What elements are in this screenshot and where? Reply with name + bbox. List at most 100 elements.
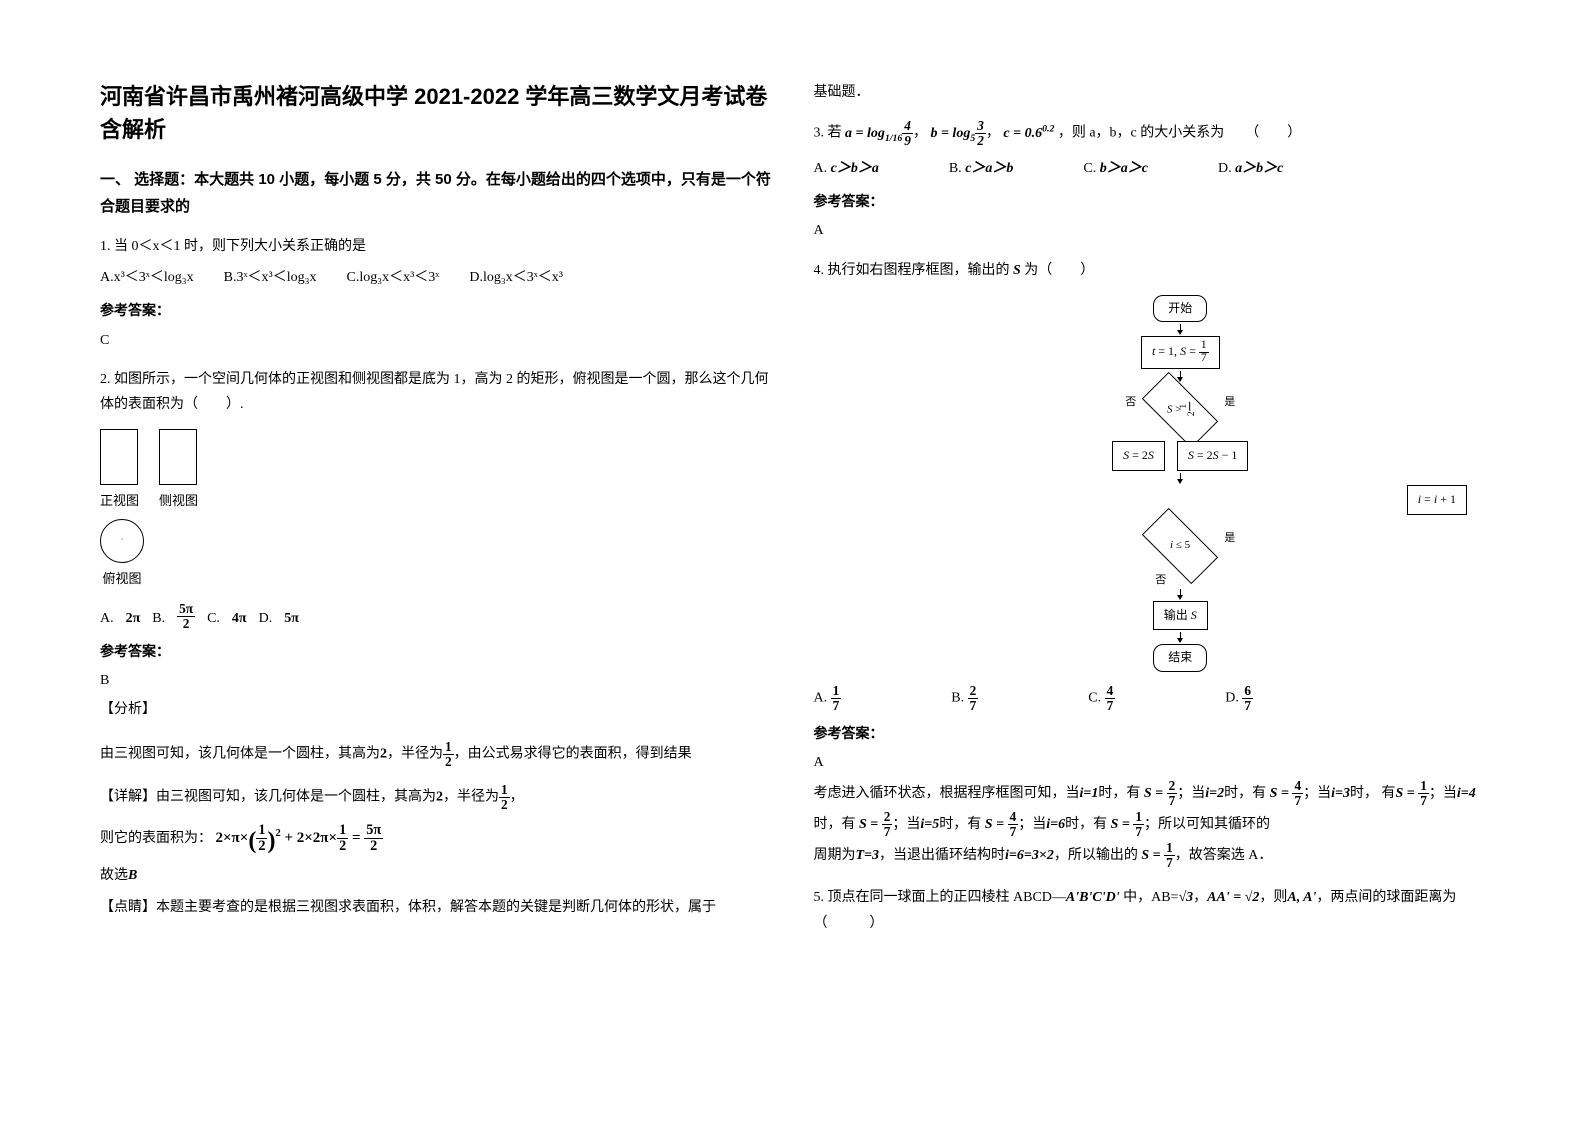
q4-i4: i=4 — [1457, 786, 1476, 801]
q2-detail: 【详解】由三视图可知，该几何体是一个圆柱，其高为2，半径为12， — [100, 783, 774, 812]
q4-end: ，故答案选 A． — [1175, 848, 1273, 863]
q3-pre: 3. 若 — [814, 126, 842, 141]
q2-opt-b-frac: 5π2 — [177, 602, 195, 631]
q4-op: ，所以输出的 — [1054, 848, 1138, 863]
q3oC: C. — [1083, 161, 1096, 176]
q1-opt-b: B.3ˣ＜x³＜log₃x — [224, 265, 317, 290]
q2-opt-d: 5π — [284, 606, 299, 631]
q4-text: 4. 执行如右图程序框图，输出的 S 为（ ） — [814, 258, 1488, 283]
q2-surf-formula: 2×π×(12)2 + 2×2π×12 = 5π2 — [216, 830, 384, 846]
side-view-rect — [159, 429, 197, 485]
arrow-icon — [1180, 473, 1181, 483]
q2-h2b: 2 — [436, 790, 443, 805]
q2-note: 【点睛】本题主要考查的是根据三视图求表面积，体积，解答本题的关键是判断几何体的形… — [100, 895, 774, 920]
q4-i1: i=1 — [1080, 786, 1099, 801]
q2-opt-d-pre: D. — [259, 606, 273, 631]
arrow-icon — [1180, 324, 1181, 334]
q1-options: A.x³＜3ˣ＜log₃x B.3ˣ＜x³＜log₃x C.log₃x＜x³＜3… — [100, 265, 774, 290]
q4-ea: 考虑进入循环状态，根据程序框图可知，当 — [814, 786, 1080, 801]
q4-explanation: 考虑进入循环状态，根据程序框图可知，当i=1时，有 S = 27；当i=2时，有… — [814, 779, 1488, 871]
fc-left: S = 2S — [1112, 441, 1165, 471]
fc-end: 结束 — [1153, 644, 1207, 672]
question-1: 1. 当 0＜x＜1 时，则下列大小关系正确的是 A.x³＜3ˣ＜log₃x B… — [100, 234, 774, 353]
fc-branch: S = 2S S = 2S − 1 — [1112, 439, 1248, 473]
q3-text: 3. 若 a = log1/1649， b = log532， c = 0.60… — [814, 119, 1488, 148]
q2-opt-c-pre: C. — [207, 606, 220, 631]
q2-detail-label: 【详解】 — [100, 790, 156, 805]
question-5: 5. 顶点在同一球面上的正四棱柱 ABCD—A'B'C'D' 中，AB=√3， A… — [814, 885, 1488, 935]
q4-w5: 时，有 — [939, 817, 981, 832]
q3-answer-label: 参考答案： — [814, 189, 1488, 214]
q3-opt-b: c＞a＞b — [965, 161, 1013, 176]
flowchart: 开始 t = 1, S = 17 S > 12 否 是 S = 2S S = 2… — [874, 293, 1488, 674]
q4-period: T=3 — [856, 848, 880, 863]
q5-aa: √2 — [1245, 890, 1260, 905]
q1-answer-label: 参考答案： — [100, 298, 774, 323]
fc-yes1: 是 — [1224, 393, 1235, 413]
q1-opt-d: D.log₃x＜3ˣ＜x³ — [469, 265, 563, 290]
q2-note-text: 本题主要考查的是根据三视图求表面积，体积，解答本题的关键是判断几何体的形状，属于 — [156, 900, 716, 915]
q4-answer: A — [814, 750, 1488, 775]
q2-surf-pre: 则它的表面积为： — [100, 831, 212, 846]
q5-tc: ， — [1193, 890, 1207, 905]
q4-opt-d: D. 67 — [1225, 684, 1253, 713]
q2-options: A. 2π B. 5π2 C. 4π D. 5π — [100, 602, 774, 631]
q3-b: b = log532 — [930, 126, 985, 141]
fc-no1: 否 — [1125, 393, 1136, 413]
q4-i2: i=2 — [1205, 786, 1224, 801]
fc-right: S = 2S − 1 — [1177, 441, 1249, 471]
q4-i6: i=6 — [1046, 817, 1065, 832]
section-1-head: 一、 选择题：本大题共 10 小题，每小题 5 分，共 50 分。在每小题给出的… — [100, 166, 774, 220]
fc-yes2: 是 — [1224, 529, 1235, 549]
q4-w4: 时，有 — [814, 817, 856, 832]
q3oA: A. — [814, 161, 828, 176]
page-title: 河南省许昌市禹州褚河高级中学 2021-2022 学年高三数学文月考试卷含解析 — [100, 80, 774, 146]
side-view-label: 侧视图 — [159, 489, 198, 512]
fc-start: 开始 — [1153, 295, 1207, 323]
q2-conc-pre: 故选 — [100, 868, 128, 883]
front-view-label: 正视图 — [100, 489, 139, 512]
fc-cond2: i ≤ 5 — [1142, 507, 1218, 583]
q3-options: A. c＞b＞a B. c＞a＞b C. b＞a＞c D. a＞b＞c — [814, 156, 1488, 181]
q4-exit: i=6=3×2 — [1005, 848, 1054, 863]
q3-a: a = log1/1649 — [845, 126, 913, 141]
q2-d1a: 由三视图可知，该几何体是一个圆柱，其高为 — [156, 790, 436, 805]
q2-views: 正视图 侧视图 · 俯视图 — [100, 429, 774, 590]
q4-opt-c: C. 47 — [1088, 684, 1115, 713]
q2-d1c: ， — [510, 790, 524, 805]
q3oB: B. — [949, 161, 962, 176]
q1-opt-a: A.x³＜3ˣ＜log₃x — [100, 265, 194, 290]
question-2: 2. 如图所示，一个空间几何体的正视图和侧视图都是底为 1，高为 2 的矩形，俯… — [100, 367, 774, 920]
top-view-circle: · — [100, 519, 144, 563]
q2-analysis-1: 由三视图可知，该几何体是一个圆柱，其高为2，半径为12，由公式易求得它的表面积，… — [100, 740, 774, 769]
q2-h2a: 2 — [380, 747, 387, 762]
q2-conclude: 故选B — [100, 863, 774, 888]
q2-opt-a: 2π — [126, 606, 141, 631]
q3-opt-a: c＞b＞a — [831, 161, 879, 176]
arrow-icon — [1180, 589, 1181, 599]
q2-r-frac-1: 12 — [443, 740, 454, 769]
q2-d1b: ，半径为 — [443, 790, 499, 805]
fc-init: t = 1, S = 17 — [1141, 336, 1220, 369]
front-view-rect — [100, 429, 138, 485]
q5-tb: 中，AB= — [1120, 890, 1179, 905]
q3-opt-d: a＞b＞c — [1235, 161, 1283, 176]
q3-c: c = 0.60.2 — [1003, 126, 1054, 141]
q4-w6: 时，有 — [1065, 817, 1107, 832]
q5-prism: A'B'C'D' — [1066, 890, 1120, 905]
q2-a1c: ，由公式易求得它的表面积，得到结果 — [454, 747, 692, 762]
arrow-icon — [1180, 371, 1181, 381]
q4-options: A. 17 B. 27 C. 47 D. 67 — [814, 684, 1488, 713]
q4-ep: ，当退出循环结构时 — [879, 848, 1005, 863]
right-column: 基础题． 3. 若 a = log1/1649， b = log532， c =… — [814, 80, 1488, 1042]
q2-opt-a-pre: A. — [100, 606, 114, 631]
q5-td: ，则 — [1259, 890, 1287, 905]
q4-so: ；所以可知其循环的 — [1144, 817, 1270, 832]
q5-ta: 5. 顶点在同一球面上的正四棱柱 ABCD— — [814, 890, 1066, 905]
q3oD: D. — [1218, 161, 1232, 176]
q5-pts: A, A' — [1287, 890, 1316, 905]
top-view-label: 俯视图 — [100, 567, 144, 590]
fc-cond1: S > 12 — [1142, 372, 1218, 448]
q5-ab: √3 — [1178, 890, 1193, 905]
q2-note-label: 【点睛】 — [100, 900, 156, 915]
